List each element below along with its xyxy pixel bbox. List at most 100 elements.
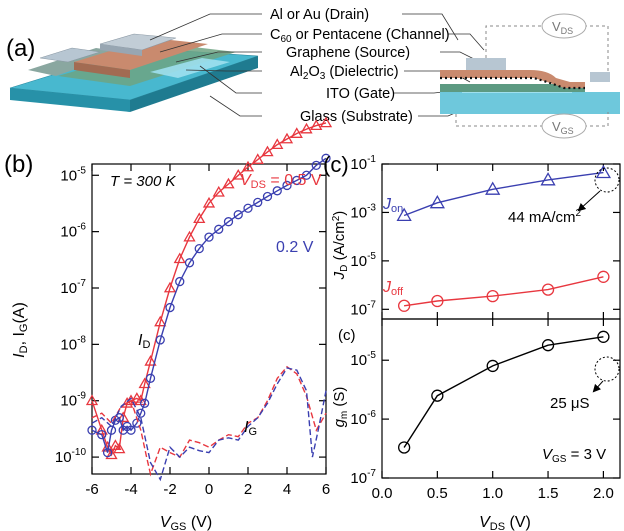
panel-b-series-1-point bbox=[272, 186, 282, 196]
panel-b-series-0-point bbox=[300, 122, 313, 134]
channel-layer-front bbox=[74, 62, 130, 78]
panel-b-y-tick-label: 10-9 bbox=[60, 391, 86, 410]
panel-b-y-tick-label: 10-5 bbox=[60, 165, 86, 184]
panel-b-x-tick-label: 4 bbox=[283, 481, 291, 498]
panel-b-y-axis-label: ID, IG(A) bbox=[11, 302, 30, 358]
panel-b-series-0-point bbox=[212, 185, 225, 197]
panel-c-top-series-0-point bbox=[429, 194, 445, 209]
panel-c-top-series-1-point bbox=[541, 283, 555, 296]
panel-c-bottom-y-tick-label: 10-5 bbox=[350, 350, 376, 369]
panel-b-series-0-point bbox=[117, 411, 130, 423]
panel-b-series-1-point bbox=[139, 398, 150, 408]
id-curve-label: ID bbox=[138, 332, 150, 351]
device-3d-illustration bbox=[9, 33, 259, 112]
panel-b-series-1-point bbox=[282, 180, 292, 191]
panel-b-series-1-point bbox=[223, 217, 234, 227]
drain-pad-left bbox=[39, 47, 101, 63]
panel-b-series-1-point bbox=[184, 258, 195, 268]
panel-b-series-1-point bbox=[253, 197, 263, 208]
panel-b-series-1-point bbox=[311, 160, 321, 170]
panel-c-top-series-0-point bbox=[396, 207, 412, 221]
panel-c-top-y-tick-label: 10-3 bbox=[350, 202, 376, 221]
panel-b-series-1-point bbox=[102, 447, 113, 458]
panel-b-series-1-point bbox=[175, 276, 185, 287]
source-label: Graphene (Source) bbox=[286, 45, 410, 61]
panel-b-series-0-point bbox=[144, 355, 157, 366]
panel-b-series-0-point bbox=[251, 153, 264, 164]
panel-b-series-0-point bbox=[163, 281, 177, 293]
panel-c-bottom-x-tick-label: 1.0 bbox=[482, 485, 503, 502]
panel-b-series-1-point bbox=[233, 210, 243, 220]
panel-b-series-1-point bbox=[126, 425, 136, 435]
layer-labels: Al or Au (Drain) C60 or Pentacene (Chann… bbox=[270, 7, 450, 125]
graphene-layer bbox=[58, 44, 236, 86]
panel-b-series-0-point bbox=[290, 127, 303, 138]
panel-b-series-0-point bbox=[183, 230, 196, 242]
panel-c-bottom-y-tick-label: 10-6 bbox=[350, 409, 376, 428]
panel-b-series bbox=[85, 116, 333, 482]
panel-b-series-0-point bbox=[271, 138, 284, 150]
vds-symbol-label: VDS bbox=[552, 19, 573, 36]
panel-c-bottom-series-0-point bbox=[397, 441, 411, 454]
panel-c-top-y-axis-label: JD (A/cm2) bbox=[331, 211, 350, 281]
panel-c-bottom-y-tick-label: 10-7 bbox=[350, 468, 376, 487]
panel-b-series-0-point bbox=[193, 212, 206, 224]
panel-c-top-label: (c) bbox=[323, 152, 349, 177]
cs-dielectric bbox=[440, 84, 585, 92]
cs-drain-right bbox=[590, 72, 610, 82]
vds-02-label: 0.2 V bbox=[276, 239, 314, 256]
panel-b-series-1-point bbox=[204, 232, 214, 242]
panel-c: (c) (c) 10-7 10-5 10-3 10-1 10-7 10-6 10-5 0.0… bbox=[323, 152, 621, 531]
panel-b-series-0-point bbox=[232, 168, 245, 180]
panel-b-x-tick-label: -4 bbox=[124, 481, 137, 498]
cs-drain-left bbox=[466, 58, 506, 70]
jon-annotation-arrow bbox=[577, 190, 601, 212]
panel-b-x-tick-label: 2 bbox=[244, 481, 252, 498]
drain-label: Al or Au (Drain) bbox=[270, 7, 369, 23]
panel-c-x-axis-label: VDS (V) bbox=[479, 514, 531, 531]
panel-c-top-series-1-line bbox=[403, 276, 604, 307]
panel-b-series-0-point bbox=[241, 160, 255, 172]
panel-b-series-1-point bbox=[87, 425, 97, 435]
panel-b-series-0-point bbox=[173, 252, 186, 264]
vds-source-symbol bbox=[541, 13, 587, 39]
panel-b-series-1-point bbox=[145, 373, 156, 383]
ig-curve-label: IG bbox=[244, 419, 257, 438]
panel-b-x-axis-label: VGS (V) bbox=[160, 514, 212, 531]
panel-b-series-1-point bbox=[97, 430, 107, 440]
panel-b-series-0-point bbox=[202, 196, 216, 208]
panel-b-series-0-point bbox=[113, 442, 126, 454]
panel-b-series-1-point bbox=[165, 302, 175, 313]
panel-c-bottom-x-tick-label: 1.5 bbox=[538, 485, 559, 502]
joff-label: Joff bbox=[382, 279, 404, 298]
panel-b-series-1-point bbox=[321, 153, 331, 163]
panel-b-y-tick-label: 10-10 bbox=[55, 447, 87, 466]
glass-substrate-front bbox=[10, 88, 130, 112]
gm-highlight-circle bbox=[594, 356, 620, 382]
ito-gate bbox=[150, 58, 230, 78]
panel-b-series-1-point bbox=[106, 425, 117, 435]
panel-c-bottom-label: (c) bbox=[338, 327, 356, 344]
panel-b-series-1-line bbox=[91, 157, 327, 453]
panel-b-series-3-line bbox=[91, 367, 327, 482]
panel-c-bottom-series-0-point bbox=[597, 330, 610, 343]
panel-b-series-1-point bbox=[243, 203, 253, 213]
panel-b-series-0-point bbox=[105, 448, 118, 460]
panel-c-top-series-1-point bbox=[597, 270, 610, 283]
panel-b-label: (b) bbox=[4, 151, 33, 178]
panel-b-series-1-point bbox=[155, 335, 165, 345]
channel-label: C60 or Pentacene (Channel) bbox=[270, 27, 450, 45]
panel-c-bottom-x-tick-label: 0.0 bbox=[372, 485, 393, 502]
panel-c-top-series-1-point bbox=[486, 289, 499, 303]
panel-a-label: (a) bbox=[6, 35, 35, 62]
temperature-label: T = 300 K bbox=[110, 173, 176, 190]
jon-annotation: 44 mA/cm2 bbox=[508, 208, 582, 226]
panel-b-x-tick-label: -6 bbox=[85, 481, 98, 498]
gm-annotation-arrow bbox=[592, 380, 604, 393]
panel-c-top-series-0-point bbox=[485, 181, 501, 195]
panel-c-bottom-axes: 10-7 10-6 10-5 0.0 0.5 1.0 1.5 2.0 bbox=[350, 319, 620, 502]
panel-c-top-y-tick-label: 10-5 bbox=[350, 251, 376, 270]
panel-c-top-series bbox=[396, 164, 612, 312]
